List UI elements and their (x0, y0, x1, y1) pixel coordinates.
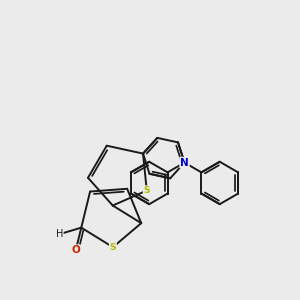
Text: O: O (71, 245, 80, 255)
Text: N: N (180, 158, 189, 168)
Text: S: S (110, 243, 116, 252)
Text: S: S (143, 186, 150, 195)
Text: H: H (56, 229, 63, 239)
